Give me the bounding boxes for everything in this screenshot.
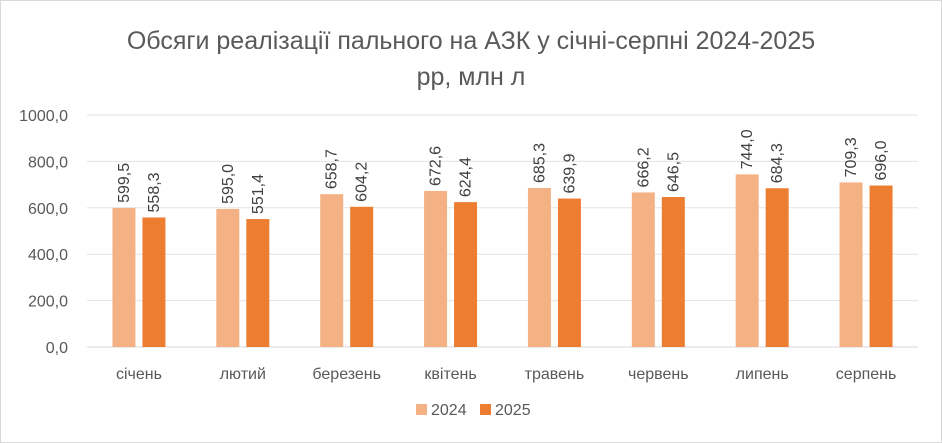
data-label: 696,0: [873, 140, 890, 180]
x-tick-label: квітень: [424, 366, 476, 383]
data-label: 604,2: [354, 162, 371, 202]
data-label: 595,0: [220, 164, 237, 204]
y-tick-label: 200,0: [28, 294, 68, 311]
bar-2025-7: [869, 185, 893, 347]
bar-2025-0: [142, 217, 166, 347]
bar-2025-2: [350, 206, 374, 347]
bar-2024-4: [527, 188, 551, 347]
legend-label: 2024: [431, 402, 467, 419]
data-label: 672,6: [428, 146, 445, 186]
data-label: 684,3: [769, 143, 786, 183]
data-label: 558,3: [146, 172, 163, 212]
legend-swatch-2025: [480, 404, 491, 415]
chart-title-line-2: рр, млн л: [416, 63, 526, 91]
y-tick-label: 0,0: [46, 340, 68, 357]
x-tick-label: січень: [116, 366, 162, 383]
chart-title: Обсяги реалізації пального на АЗК у січн…: [1, 23, 941, 95]
bar-2024-7: [839, 182, 863, 347]
bar-2025-3: [454, 202, 478, 347]
x-tick-label: липень: [736, 366, 789, 383]
legend-swatch-2024: [416, 404, 427, 415]
bar-2025-5: [661, 197, 685, 347]
bar-2024-0: [112, 207, 136, 347]
bar-2025-1: [246, 219, 270, 347]
data-label: 624,4: [458, 157, 475, 197]
data-label: 658,7: [324, 149, 341, 189]
bar-2024-3: [424, 190, 448, 347]
data-label: 646,5: [665, 152, 682, 192]
bar-2025-4: [557, 198, 581, 347]
x-tick-label: травень: [525, 366, 585, 383]
bar-2024-1: [216, 208, 240, 347]
bar-2024-6: [735, 174, 759, 347]
y-tick-label: 400,0: [28, 247, 68, 264]
data-label: 666,2: [635, 147, 652, 187]
bar-2024-2: [320, 194, 344, 347]
y-tick-label: 600,0: [28, 201, 68, 218]
y-tick-label: 1000,0: [19, 108, 68, 125]
bar-2025-6: [765, 188, 789, 347]
data-label: 685,3: [531, 143, 548, 183]
x-tick-label: лютий: [220, 366, 266, 383]
x-tick-label: червень: [628, 366, 689, 383]
chart-title-line-1: Обсяги реалізації пального на АЗК у січн…: [126, 27, 816, 55]
data-label: 639,9: [561, 153, 578, 193]
data-label: 744,0: [739, 129, 756, 169]
legend-label: 2025: [495, 402, 531, 419]
data-label: 709,3: [843, 137, 860, 177]
x-tick-label: серпень: [836, 366, 897, 383]
x-tick-label: березень: [312, 366, 381, 383]
y-tick-label: 800,0: [28, 154, 68, 171]
data-label: 599,5: [116, 163, 133, 203]
bar-2024-5: [631, 192, 655, 347]
data-label: 551,4: [250, 174, 267, 214]
